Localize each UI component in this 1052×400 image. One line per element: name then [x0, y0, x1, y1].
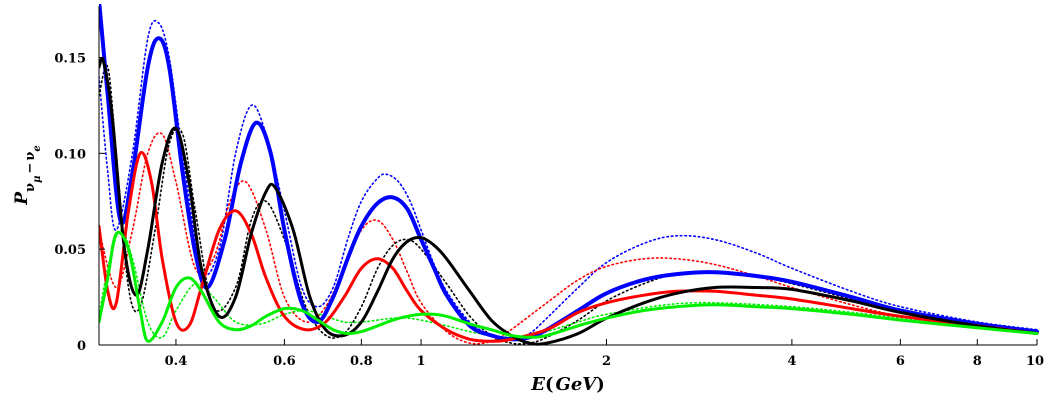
y-axis-title-text: Pνμ−νe	[12, 145, 43, 205]
x-tick-label: 8	[973, 354, 982, 369]
x-tick-label: 2	[602, 354, 611, 369]
y-tick-label: 0	[77, 339, 86, 354]
series-layer	[99, 4, 1039, 346]
x-tick-label: 6	[896, 354, 905, 369]
x-ticks: 0.4 0.6 0.8 1 2 4 6 8 10	[165, 339, 1044, 369]
x-tick-label: 0.8	[350, 354, 373, 369]
x-axis-title-unit: GeV	[555, 374, 598, 395]
y-ticks: 0 0.05 0.10 0.15	[54, 52, 105, 354]
y-tick-label: 0.15	[54, 52, 86, 67]
x-axis-title-close: )	[596, 374, 605, 395]
y-axis-title-sub1b: μ	[32, 176, 43, 183]
x-tick-label: 0.4	[165, 354, 188, 369]
y-tick-label: 0.10	[54, 147, 86, 162]
x-axis-title-open: (	[545, 374, 554, 395]
y-axis-title-sub2: ν	[23, 152, 38, 161]
series-line-black-solid	[99, 57, 1039, 346]
x-tick-label: 10	[1026, 354, 1044, 369]
y-axis-title-main: P	[12, 191, 32, 206]
series-line-blue-dotted	[99, 19, 1038, 341]
x-axis-title: E(GeV)	[530, 374, 605, 395]
x-tick-label: 4	[787, 354, 796, 369]
x-tick-label: 0.6	[273, 354, 296, 369]
series-line-blue-solid	[99, 4, 1039, 342]
y-tick-label: 0.05	[54, 243, 86, 258]
series-line-red-dotted	[99, 132, 1038, 345]
series-line-black-dotted	[99, 64, 1038, 345]
y-axis-title: Pνμ−νe	[12, 145, 43, 205]
x-tick-label: 1	[417, 354, 426, 369]
y-axis-title-sub1: ν	[23, 183, 38, 192]
series-line-green-solid	[99, 230, 1039, 343]
x-axis-title-var: E	[530, 374, 545, 395]
y-axis-title-sub2b: e	[32, 145, 43, 151]
series-line-red-solid	[99, 150, 1039, 343]
y-axis-title-dash: −	[23, 163, 38, 174]
